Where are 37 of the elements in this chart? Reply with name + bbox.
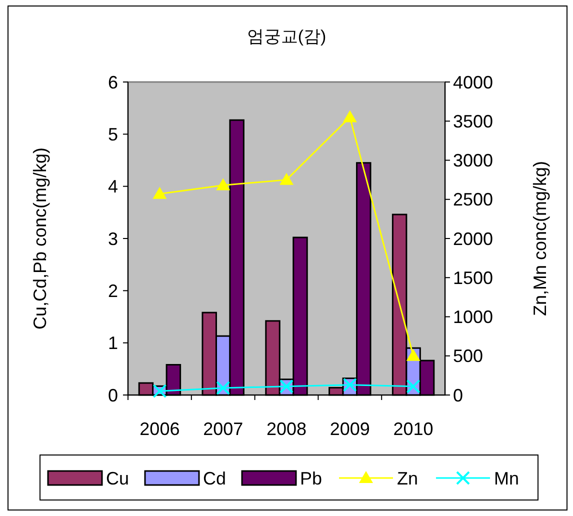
y-tick-label: 3 (108, 228, 118, 249)
point (152, 384, 167, 398)
y-tick-label: 5 (108, 124, 118, 144)
legend-label: Pb (300, 468, 322, 488)
legend-label: Mn (494, 468, 520, 488)
y2-axis-title: Zn,Mn conc(mg/kg) (530, 160, 550, 316)
point (216, 178, 230, 190)
x-tick-label: 2006 (140, 419, 180, 439)
x-tick-label: 2009 (330, 419, 370, 439)
y2-tick-label: 3500 (453, 111, 494, 132)
y-tick-label: 2 (108, 280, 118, 301)
point (406, 379, 420, 394)
x-tick-label: 2008 (266, 419, 307, 439)
y-tick-label: 0 (108, 385, 118, 406)
y2-tick-label: 500 (453, 346, 484, 366)
y2-tick-label: 0 (453, 385, 464, 406)
x-tick-label: 2010 (393, 419, 434, 439)
point (280, 172, 294, 185)
legend-label: Cd (203, 468, 226, 488)
x-tick-label: 2007 (203, 419, 244, 439)
point (152, 186, 167, 199)
legend-label: Cu (106, 468, 130, 488)
legend-label: Zn (397, 468, 418, 488)
y-tick-label: 1 (108, 333, 118, 354)
y-axis-title: Cu,Cd,Pb conc(mg/kg) (30, 147, 50, 330)
y2-tick-label: 3000 (453, 150, 494, 171)
y2-tick-label: 1000 (453, 307, 494, 328)
point (406, 348, 420, 361)
y2-tick-label: 4000 (453, 72, 494, 92)
y-tick-label: 6 (108, 72, 118, 92)
y-tick-label: 4 (108, 176, 118, 197)
y2-tick-label: 1500 (453, 268, 494, 288)
y2-tick-label: 2500 (453, 190, 494, 210)
point (342, 110, 357, 122)
chart-title: 엄궁교(감) (246, 27, 326, 46)
point (216, 380, 230, 395)
y2-tick-label: 2000 (453, 228, 494, 249)
